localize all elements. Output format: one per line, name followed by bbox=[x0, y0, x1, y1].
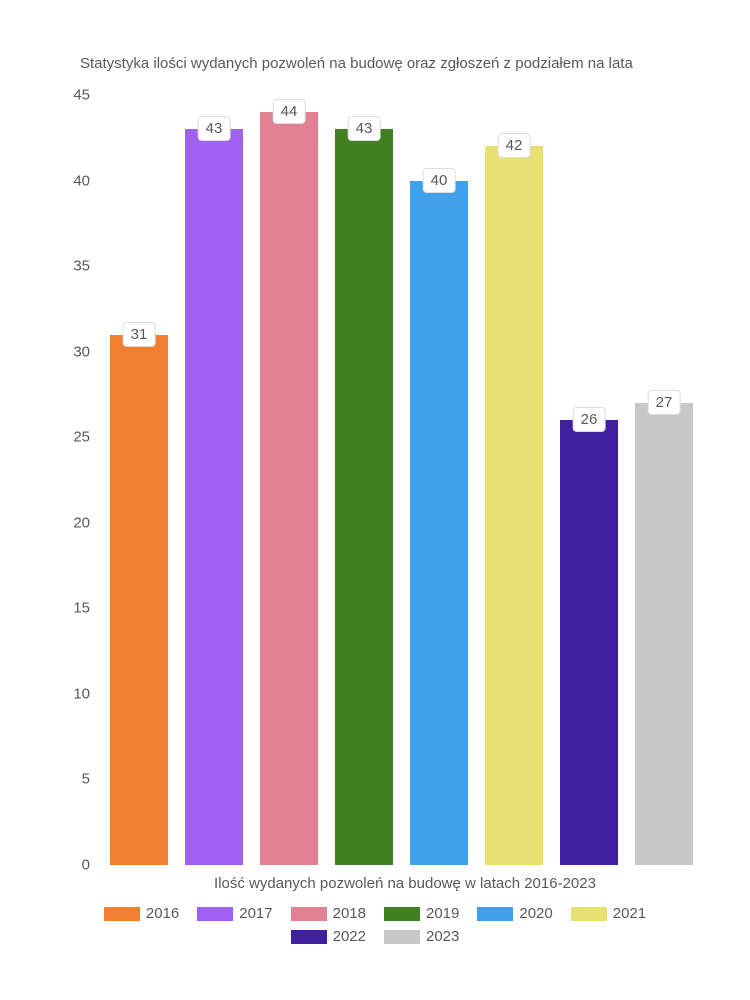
y-tick: 45 bbox=[73, 87, 90, 104]
legend-item: 2021 bbox=[571, 905, 646, 922]
legend-swatch bbox=[291, 930, 327, 944]
legend-swatch bbox=[291, 907, 327, 921]
y-tick: 15 bbox=[73, 600, 90, 617]
bar bbox=[410, 181, 468, 865]
legend-label: 2022 bbox=[333, 928, 366, 945]
legend-swatch bbox=[197, 907, 233, 921]
bar bbox=[185, 129, 243, 865]
legend-label: 2021 bbox=[613, 905, 646, 922]
legend-item: 2016 bbox=[104, 905, 179, 922]
legend-label: 2018 bbox=[333, 905, 366, 922]
bar bbox=[485, 146, 543, 865]
y-tick: 25 bbox=[73, 429, 90, 446]
legend-item: 2018 bbox=[291, 905, 366, 922]
bar bbox=[335, 129, 393, 865]
chart-container: Statystyka ilości wydanych pozwoleń na b… bbox=[0, 0, 750, 1000]
y-tick: 30 bbox=[73, 343, 90, 360]
bar bbox=[260, 112, 318, 865]
bar bbox=[110, 335, 168, 865]
y-axis: 051015202530354045 bbox=[50, 95, 100, 865]
y-tick: 10 bbox=[73, 685, 90, 702]
legend-label: 2016 bbox=[146, 905, 179, 922]
bar-value-label: 43 bbox=[348, 116, 381, 141]
legend-item: 2023 bbox=[384, 928, 459, 945]
y-tick: 40 bbox=[73, 172, 90, 189]
plot-area: 31 43 44 43 40 42 26 27 bbox=[100, 95, 710, 865]
y-tick: 0 bbox=[82, 857, 90, 874]
legend-item: 2022 bbox=[291, 928, 366, 945]
legend-label: 2017 bbox=[239, 905, 272, 922]
bar-value-label: 31 bbox=[123, 322, 156, 347]
legend-item: 2020 bbox=[477, 905, 552, 922]
x-axis-label: Ilość wydanych pozwoleń na budowę w lata… bbox=[100, 875, 710, 892]
legend-swatch bbox=[571, 907, 607, 921]
legend-swatch bbox=[477, 907, 513, 921]
legend-swatch bbox=[384, 907, 420, 921]
bar-value-label: 42 bbox=[498, 133, 531, 158]
bar bbox=[560, 420, 618, 865]
bar-value-label: 44 bbox=[273, 99, 306, 124]
legend-row: 2016 2017 2018 2019 2020 2021 bbox=[0, 905, 750, 922]
bar bbox=[635, 403, 693, 865]
legend-label: 2019 bbox=[426, 905, 459, 922]
bar-value-label: 40 bbox=[423, 168, 456, 193]
chart-title: Statystyka ilości wydanych pozwoleń na b… bbox=[80, 55, 633, 72]
bar-value-label: 27 bbox=[648, 390, 681, 415]
bar-value-label: 43 bbox=[198, 116, 231, 141]
legend-swatch bbox=[384, 930, 420, 944]
legend-label: 2020 bbox=[519, 905, 552, 922]
legend-label: 2023 bbox=[426, 928, 459, 945]
legend-item: 2019 bbox=[384, 905, 459, 922]
y-tick: 35 bbox=[73, 258, 90, 275]
bar-value-label: 26 bbox=[573, 407, 606, 432]
y-tick: 5 bbox=[82, 771, 90, 788]
legend-swatch bbox=[104, 907, 140, 921]
legend-item: 2017 bbox=[197, 905, 272, 922]
legend-row: 2022 2023 bbox=[0, 928, 750, 945]
legend: 2016 2017 2018 2019 2020 2021 2022 2023 bbox=[0, 905, 750, 951]
y-tick: 20 bbox=[73, 514, 90, 531]
